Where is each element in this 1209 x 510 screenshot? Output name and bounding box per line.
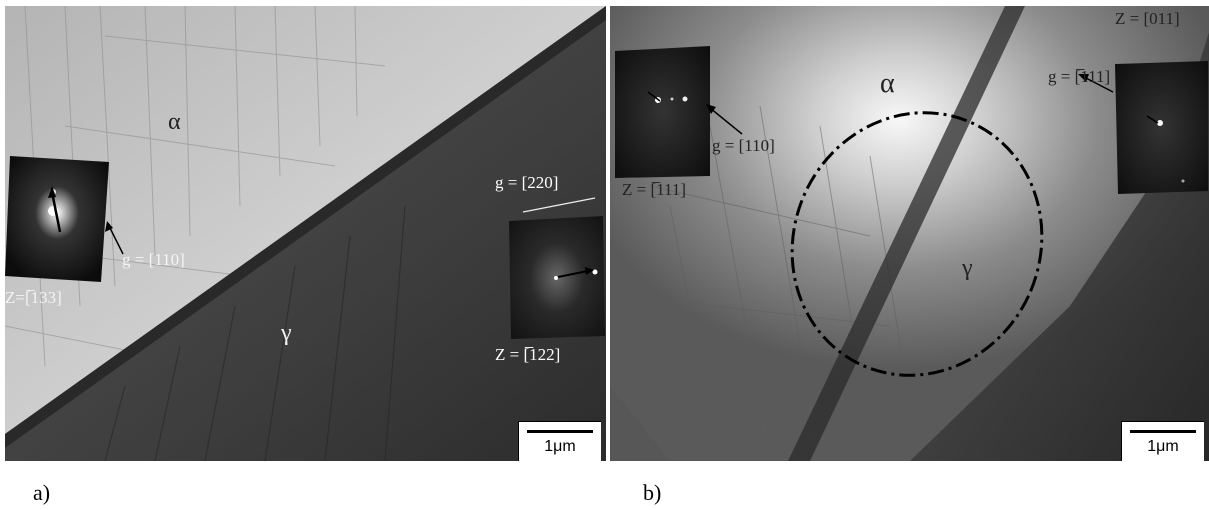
panel-caption-a: a) xyxy=(33,480,51,505)
diffraction-pattern-right xyxy=(509,216,605,339)
panel-caption-b: b) xyxy=(643,480,662,505)
scale-bar-b: 1μm xyxy=(1121,421,1204,461)
zone-axis-label-right-a: Z = [̅122] xyxy=(495,345,561,364)
diffraction-pattern-right-b xyxy=(1115,61,1208,194)
scale-bar-label-b: 1μm xyxy=(1147,438,1179,455)
scale-bar-label-a: 1μm xyxy=(544,438,576,455)
region-of-interest-ellipse xyxy=(790,111,1044,377)
gamma-phase-label-b: γ xyxy=(962,255,973,281)
zone-axis-label-left-a: Z=[̅133] xyxy=(5,288,62,307)
g-vector-label-right-b: g = [̅111] xyxy=(1048,67,1111,86)
g-vector-label-right-a: g = [220] xyxy=(495,173,559,192)
scale-bar-line-a xyxy=(527,430,593,433)
alpha-phase-label-a: α xyxy=(168,109,181,135)
gamma-phase-label-a: γ xyxy=(281,320,292,346)
diffraction-pattern-left-b xyxy=(615,46,710,178)
tem-micrograph-a: α γ g = [110] Z=[̅133] g = [220] Z = [̅1… xyxy=(5,6,606,461)
alpha-phase-label-b: α xyxy=(880,68,895,99)
zone-axis-label-right-b: Z = [011] xyxy=(1115,9,1180,28)
g-vector-label-left-b: g = [110] xyxy=(712,136,775,155)
zone-axis-label-left-b: Z = [̅111] xyxy=(622,180,687,199)
micrograph-a-image xyxy=(5,6,606,461)
scale-bar-a: 1μm xyxy=(518,421,601,461)
micrograph-b-image xyxy=(610,6,1209,461)
scale-bar-line-b xyxy=(1130,430,1196,433)
tem-micrograph-b: α γ g = [110] Z = [̅111] Z = [011] g = [… xyxy=(610,6,1209,461)
g-vector-label-left-a: g = [110] xyxy=(122,250,185,269)
diffraction-pattern-left xyxy=(5,156,109,282)
